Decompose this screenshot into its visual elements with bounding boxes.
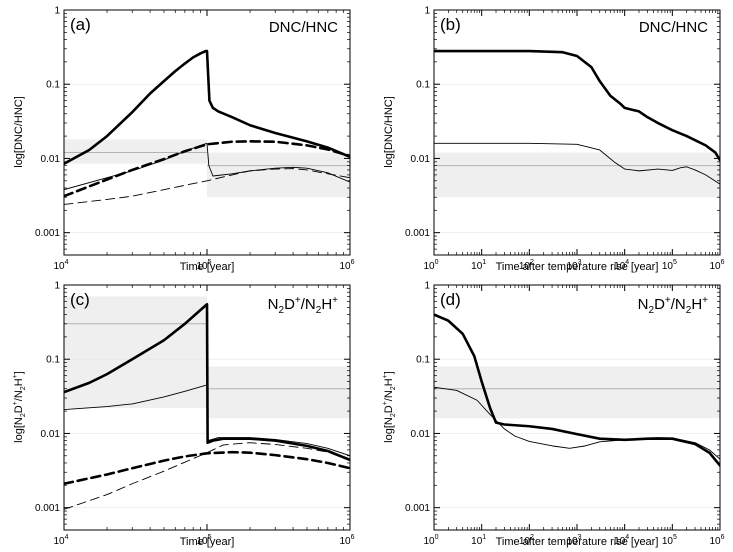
- gridlines: [64, 83, 350, 233]
- x-tick-label-5: 105: [662, 534, 677, 547]
- series-thin-solid: [64, 384, 350, 457]
- plot-frame: [63, 284, 351, 531]
- x-tick-label-0: 104: [53, 534, 68, 547]
- gridlines: [434, 83, 720, 233]
- observed-range-bands: [434, 366, 720, 419]
- y-tick-label-1: 0.01: [41, 154, 61, 165]
- y-axis-label: log[N2D+/N2H+]: [382, 371, 397, 443]
- x-tick-label-5: 105: [662, 259, 677, 272]
- y-tick-label-3: 1: [424, 6, 430, 17]
- x-tick-label-3: 103: [566, 259, 581, 272]
- y-tick-label-3: 1: [424, 281, 430, 292]
- y-axis-label: log[DNC/HNC]: [13, 96, 25, 168]
- chart-title: DNC/HNC: [269, 19, 338, 36]
- panel-label: (b): [440, 15, 461, 34]
- y-tick-label-0: 0.001: [35, 228, 60, 239]
- x-axis-label: Time [year]: [180, 261, 235, 273]
- x-axis-label: Time [year]: [180, 536, 235, 548]
- panel-b: 100 101 102 103 104 105 106 0.001 0.01 0.1 1 (b) D…: [383, 6, 725, 274]
- series-thick-dashed: [64, 140, 350, 198]
- y-tick-label-0: 0.001: [35, 503, 60, 514]
- y-tick-label-2: 0.1: [46, 355, 60, 366]
- y-tick-label-1: 0.01: [411, 429, 431, 440]
- x-tick-label-1: 105: [196, 534, 211, 547]
- x-tick-label-4: 104: [614, 259, 629, 272]
- x-tick-label-6: 106: [709, 534, 724, 547]
- observed-range-bands: [434, 152, 720, 198]
- chart-title: N2D+/N2H+: [638, 295, 709, 316]
- model-curves: [434, 49, 720, 185]
- x-tick-label-1: 105: [196, 259, 211, 272]
- x-tick-label-4: 104: [614, 534, 629, 547]
- model-curves: [64, 49, 350, 205]
- x-tick-label-0: 100: [423, 259, 438, 272]
- panel-d: 100 101 102 103 104 105 106 0.001 0.01 0.1 1 (d) N…: [382, 281, 725, 549]
- panel-label: (c): [70, 290, 90, 309]
- chart-title: DNC/HNC: [639, 19, 708, 36]
- series-thick-solid: [434, 313, 720, 467]
- axis-ticks: 104 105 106 0.001 0.01 0.1 1: [35, 6, 355, 273]
- x-tick-label-2: 106: [339, 534, 354, 547]
- model-curves: [434, 313, 720, 467]
- series-thin-solid: [434, 386, 720, 460]
- x-tick-label-2: 102: [519, 534, 534, 547]
- x-tick-label-1: 101: [471, 534, 486, 547]
- series-thin-dashed: [64, 168, 350, 205]
- x-tick-label-1: 101: [471, 259, 486, 272]
- observed-range-band-0: [434, 152, 720, 198]
- x-tick-label-2: 102: [519, 259, 534, 272]
- observed-range-band-1: [207, 152, 350, 198]
- observed-range-bands: [64, 296, 350, 419]
- series-thick-solid: [434, 49, 720, 162]
- x-axis-label: Time after temperature rise [year]: [496, 536, 659, 548]
- chart-title: N2D+/N2H+: [268, 295, 339, 316]
- observed-range-band-0: [434, 366, 720, 419]
- x-axis-label: Time after temperature rise [year]: [496, 261, 659, 273]
- plot-frame: [433, 9, 721, 256]
- y-tick-label-3: 1: [54, 6, 60, 17]
- y-tick-label-2: 0.1: [46, 80, 60, 91]
- y-tick-label-2: 0.1: [416, 80, 430, 91]
- y-tick-label-0: 0.001: [405, 228, 430, 239]
- series-thick-dashed: [64, 450, 350, 486]
- y-tick-label-1: 0.01: [41, 429, 61, 440]
- y-tick-label-3: 1: [54, 281, 60, 292]
- x-tick-label-6: 106: [709, 259, 724, 272]
- series-thick-solid: [64, 302, 350, 462]
- panel-a: 104 105 106 0.001 0.01 0.1 1 (a) DNC/HNC Time …: [13, 6, 355, 274]
- panel-c: 104 105 106 0.001 0.01 0.1 1 (c) N2D+/N2H+ Tim…: [12, 281, 355, 549]
- y-tick-label-2: 0.1: [416, 355, 430, 366]
- y-axis-label: log[N2D+/N2H+]: [12, 371, 27, 443]
- series-thick-solid: [64, 49, 350, 165]
- y-tick-label-1: 0.01: [411, 154, 431, 165]
- x-tick-label-3: 103: [566, 534, 581, 547]
- y-axis-label: log[DNC/HNC]: [383, 96, 395, 168]
- y-tick-label-0: 0.001: [405, 503, 430, 514]
- model-curves: [64, 302, 350, 510]
- x-tick-label-2: 106: [339, 259, 354, 272]
- observed-range-band-0: [64, 296, 207, 409]
- plot-frame: [433, 284, 721, 531]
- series-thin-dashed: [64, 442, 350, 510]
- series-thin-solid: [434, 142, 720, 185]
- x-tick-label-0: 104: [53, 259, 68, 272]
- x-tick-label-0: 100: [423, 534, 438, 547]
- observed-range-band-1: [207, 366, 350, 419]
- plot-frame: [63, 9, 351, 256]
- panel-label: (a): [70, 15, 91, 34]
- panel-label: (d): [440, 290, 461, 309]
- axis-ticks: 100 101 102 103 104 105 106 0.001 0.01 0.1 1: [405, 6, 725, 273]
